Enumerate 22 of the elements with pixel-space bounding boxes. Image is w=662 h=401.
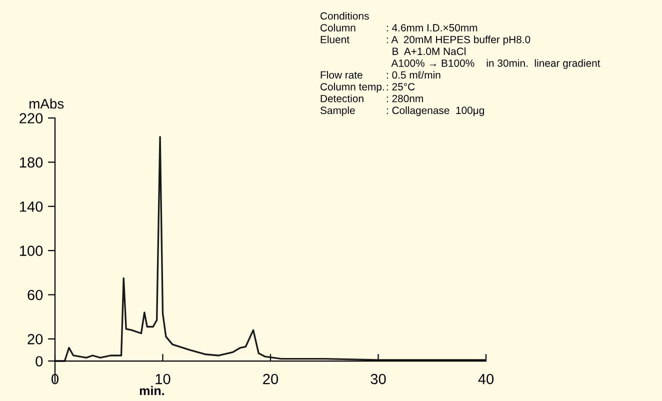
x-tick-label: 20 [263, 374, 278, 384]
y-tick-label: 20 [28, 334, 43, 344]
y-tick-label: 180 [20, 157, 43, 168]
text: Detection : 280nm [320, 94, 423, 102]
x-tick-label: 30 [370, 374, 386, 384]
text: B A+1.0M NaCl [392, 47, 466, 56]
x-tick-label: 40 [478, 374, 494, 384]
y-tick-label: 220 [20, 113, 43, 124]
y-tick-label: 100 [20, 246, 43, 256]
y-tick-label: 0 [36, 356, 43, 366]
y-tick-label: 140 [20, 201, 43, 212]
text: Sample : Collagenase 100μg [320, 106, 484, 116]
text: Conditions [320, 12, 369, 20]
text: Column temp. : 25°C [320, 82, 415, 93]
text: A100% → B100% in 30min. linear gradient [391, 59, 600, 69]
y-tick-label: 60 [28, 290, 43, 300]
text: Eluent : A 20mM HEPES buffer pH8.0 [320, 36, 530, 46]
y-axis-title: mAbs [30, 98, 64, 109]
text: Column : 4.6mm I.D.×50mm [320, 24, 478, 32]
x-axis-title: min. [140, 386, 164, 396]
x-tick-label: 10 [156, 374, 170, 384]
text: Flow rate : 0.5 mℓ/min [320, 71, 440, 79]
